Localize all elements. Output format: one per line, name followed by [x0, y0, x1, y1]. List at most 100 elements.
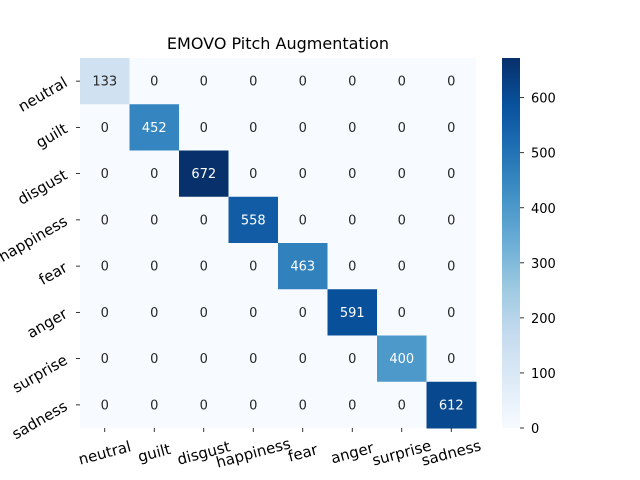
heatmap-cell — [278, 150, 328, 198]
heatmap-cell — [278, 104, 328, 151]
chart-title: EMOVO Pitch Augmentation — [167, 34, 389, 53]
cell-value-label: 0 — [249, 167, 257, 182]
cell-value-label: 591 — [340, 306, 365, 321]
cell-value-label: 672 — [191, 167, 216, 182]
heatmap-cell — [129, 381, 180, 429]
heatmap-cell — [129, 289, 180, 336]
cell-value-label: 0 — [299, 213, 307, 228]
heatmap-cell — [129, 243, 180, 290]
cell-value-label: 0 — [150, 398, 158, 413]
cell-value-label: 0 — [348, 398, 356, 413]
heatmap-cell — [377, 289, 427, 336]
heatmap-cell — [377, 335, 427, 383]
cell-value-label: 0 — [299, 167, 307, 182]
heatmap-cell — [278, 381, 328, 429]
x-tick-label: fear — [286, 440, 320, 465]
cell-value-label: 0 — [447, 213, 455, 228]
cell-value-label: 0 — [150, 75, 158, 90]
heatmap-cell — [129, 335, 180, 383]
heatmap-cell — [228, 243, 279, 290]
cell-value-label: 0 — [200, 121, 208, 136]
y-tick-label: neutral — [15, 73, 70, 115]
heatmap-cell — [327, 104, 378, 151]
cell-value-label: 0 — [447, 260, 455, 275]
cell-value-label: 0 — [398, 167, 406, 182]
heatmap-cell — [327, 335, 378, 383]
y-tick-label: anger — [24, 304, 71, 342]
heatmap-cell — [129, 58, 180, 105]
y-tick-label: fear — [36, 258, 72, 289]
heatmap-cell — [327, 289, 378, 336]
cell-value-label: 0 — [200, 75, 208, 90]
cell-value-label: 0 — [101, 306, 109, 321]
heatmap-cell — [80, 196, 130, 244]
cell-value-label: 0 — [398, 121, 406, 136]
colorbar-tick-label: 400 — [531, 202, 556, 217]
heatmap-cell — [377, 104, 427, 151]
cell-value-label: 0 — [249, 121, 257, 136]
cell-value-label: 0 — [348, 213, 356, 228]
heatmap-cell — [80, 58, 130, 105]
heatmap-cells: 133 0 0 0 0 0 0 0 0 452 0 0 0 0 0 0 0 0 672 0 0 0 0 0 0 0 0 558 0 0 0 0… — [80, 58, 477, 429]
x-tick-label: neutral — [77, 437, 133, 468]
cell-value-label: 0 — [200, 213, 208, 228]
x-tick-label: anger — [329, 438, 377, 467]
cell-value-label: 0 — [150, 213, 158, 228]
cell-value-label: 0 — [348, 167, 356, 182]
cell-value-label: 558 — [241, 213, 266, 228]
cell-value-label: 0 — [200, 352, 208, 367]
heatmap-cell — [377, 150, 427, 198]
cell-value-label: 612 — [439, 398, 464, 413]
cell-value-label: 0 — [447, 352, 455, 367]
y-tick-label: surprise — [9, 351, 70, 397]
heatmap-cell — [426, 381, 477, 429]
heatmap-cell — [426, 58, 477, 105]
cell-value-label: 133 — [92, 75, 117, 90]
heatmap-cell — [377, 58, 427, 105]
heatmap-cell — [228, 196, 279, 244]
cell-value-label: 400 — [389, 352, 414, 367]
cell-value-label: 0 — [150, 352, 158, 367]
heatmap-cell — [426, 335, 477, 383]
heatmap-cell — [278, 289, 328, 336]
cell-value-label: 0 — [398, 75, 406, 90]
heatmap-cell — [327, 381, 378, 429]
heatmap-cell — [327, 243, 378, 290]
cell-value-label: 0 — [348, 260, 356, 275]
cell-value-label: 0 — [299, 121, 307, 136]
cell-value-label: 0 — [101, 121, 109, 136]
y-tick-label: guilt — [33, 120, 71, 152]
heatmap-cell — [377, 381, 427, 429]
cell-value-label: 0 — [447, 121, 455, 136]
y-tick-label: sadness — [9, 397, 71, 443]
cell-value-label: 463 — [290, 260, 315, 275]
colorbar-tick-label: 0 — [531, 422, 539, 437]
heatmap-cell — [228, 289, 279, 336]
heatmap-cell — [80, 104, 130, 151]
colorbar-gradient — [502, 58, 520, 428]
heatmap-cell — [228, 335, 279, 383]
cell-value-label: 0 — [249, 352, 257, 367]
heatmap-cell — [426, 150, 477, 198]
y-tick-label: happiness — [0, 212, 71, 266]
colorbar-tick-label: 300 — [531, 257, 556, 272]
cell-value-label: 0 — [398, 398, 406, 413]
cell-value-label: 0 — [348, 75, 356, 90]
heatmap-cell — [179, 335, 229, 383]
cell-value-label: 0 — [447, 167, 455, 182]
heatmap-cell — [179, 58, 229, 105]
heatmap-cell — [426, 289, 477, 336]
heatmap-cell — [80, 150, 130, 198]
colorbar-tick-label: 200 — [531, 312, 556, 327]
colorbar-tick-label: 100 — [531, 367, 556, 382]
cell-value-label: 0 — [101, 398, 109, 413]
heatmap-cell — [426, 243, 477, 290]
cell-value-label: 0 — [101, 352, 109, 367]
heatmap-cell — [327, 196, 378, 244]
heatmap-cell — [327, 150, 378, 198]
heatmap-cell — [179, 243, 229, 290]
heatmap-cell — [228, 150, 279, 198]
cell-value-label: 0 — [200, 306, 208, 321]
